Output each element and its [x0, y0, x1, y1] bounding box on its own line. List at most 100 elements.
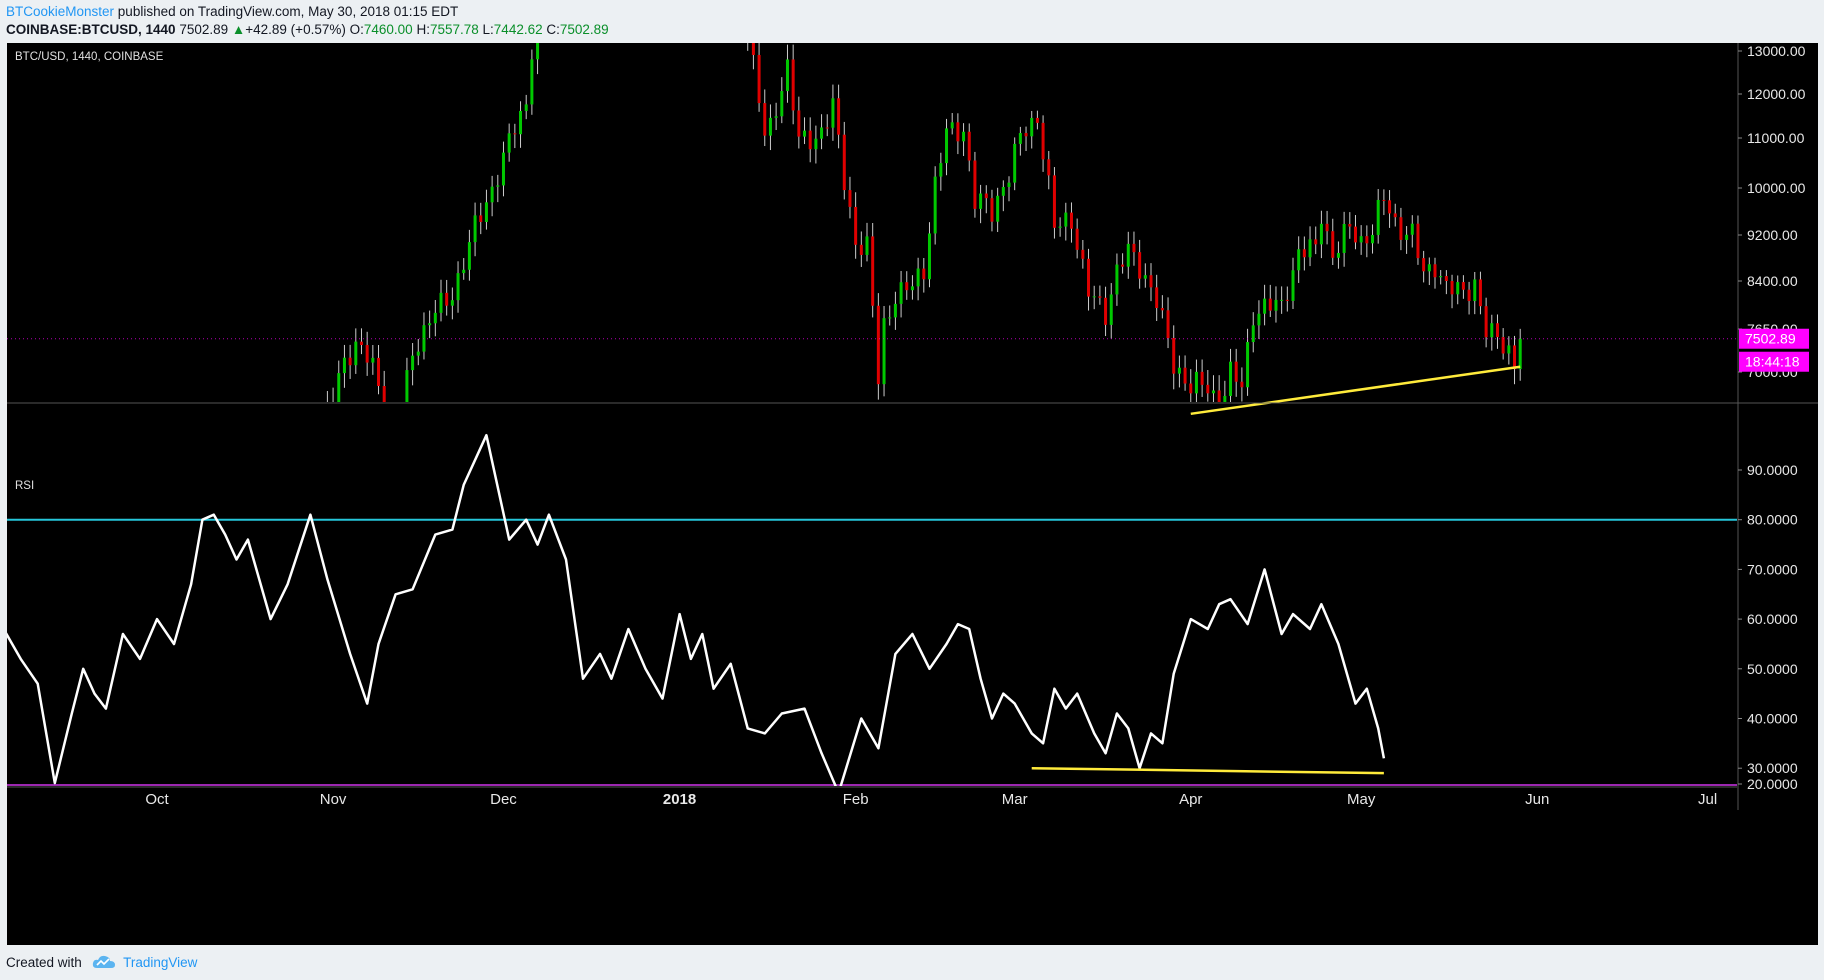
- time-tick-label: Nov: [320, 791, 347, 808]
- candle-body: [348, 357, 352, 366]
- chart-svg[interactable]: 13000.00 12000.00 11000.00 10000.00 9200.00 8…: [7, 43, 1818, 945]
- candle-body: [490, 186, 494, 203]
- candle-body: [984, 193, 988, 199]
- candle-body: [956, 122, 960, 142]
- candle-body: [1007, 182, 1011, 188]
- candle-body: [945, 128, 949, 164]
- candle-body: [791, 59, 795, 111]
- price-tick-label: 10000.00: [1747, 180, 1806, 196]
- candle-body: [882, 318, 886, 385]
- candle-body: [1450, 281, 1454, 295]
- candle-body: [1501, 337, 1505, 354]
- candle-body: [359, 341, 363, 346]
- candle-body: [1456, 282, 1460, 295]
- candle-body: [1484, 306, 1488, 338]
- candle-body: [996, 195, 1000, 222]
- countdown-label-box: [1739, 351, 1809, 372]
- tradingview-cloud-icon: [92, 956, 115, 969]
- candle-body: [1416, 223, 1420, 259]
- candle-body: [1155, 287, 1159, 309]
- time-tick-label: Dec: [490, 791, 517, 808]
- price-pane[interactable]: [7, 43, 1737, 652]
- candle-body: [1018, 133, 1022, 144]
- candle-body: [1331, 231, 1335, 258]
- candle-body: [1217, 390, 1221, 402]
- candle-body: [1143, 275, 1147, 279]
- rsi-divergence-trendline[interactable]: [1031, 766, 1384, 775]
- candle-body: [1348, 223, 1352, 227]
- candle-body: [1160, 308, 1164, 311]
- rsi-pane[interactable]: [7, 433, 1737, 793]
- price-tick-label: 13000.00: [1747, 43, 1806, 59]
- chart-area[interactable]: 13000.00 12000.00 11000.00 10000.00 9200.00 8…: [7, 43, 1818, 945]
- candle-body: [1246, 342, 1250, 388]
- candle-body: [780, 91, 784, 117]
- candle-body: [1200, 371, 1204, 385]
- time-tick-label: Oct: [145, 791, 169, 808]
- open-value: 7460.00: [363, 22, 413, 37]
- rsi-line[interactable]: [7, 433, 1386, 793]
- candle-body: [1081, 249, 1085, 259]
- candle-body: [519, 110, 523, 135]
- candle-body: [433, 312, 437, 324]
- time-tick-label: Apr: [1179, 791, 1202, 808]
- candle-body: [814, 138, 818, 150]
- candle-body: [1285, 299, 1289, 301]
- rsi-tick-label: 70.0000: [1747, 561, 1798, 577]
- low-label: L:: [482, 22, 494, 37]
- rsi-tick-label: 30.0000: [1747, 760, 1798, 776]
- candle-body: [1104, 297, 1108, 325]
- candle-body: [1263, 298, 1267, 314]
- candle-body: [1467, 289, 1471, 302]
- candle-body: [479, 215, 483, 222]
- candle-body: [820, 127, 824, 139]
- candle-body: [916, 268, 920, 287]
- candle-body: [513, 133, 517, 135]
- candle-body: [342, 357, 346, 374]
- candle-body: [530, 59, 534, 105]
- candle-body: [371, 357, 375, 363]
- price-tick-label: 9200.00: [1747, 227, 1798, 243]
- candle-body: [1495, 323, 1499, 338]
- candle-body: [1376, 199, 1380, 235]
- candle-body: [899, 282, 903, 304]
- candle-body: [1365, 236, 1369, 244]
- candle-body: [445, 292, 449, 306]
- candle-body: [1229, 361, 1233, 396]
- candle-body: [1353, 226, 1357, 243]
- close-value: 7502.89: [559, 22, 609, 37]
- tradingview-link[interactable]: TradingView: [123, 955, 198, 970]
- author-link[interactable]: BTCookieMonster: [6, 4, 115, 19]
- candle-body: [1274, 299, 1278, 311]
- candle-body: [1223, 395, 1227, 402]
- candle-body: [927, 233, 931, 280]
- candle-body: [1206, 384, 1210, 394]
- candle-body: [1001, 187, 1005, 196]
- chart-background: [7, 43, 1818, 945]
- candle-body: [1041, 122, 1045, 160]
- candle-body: [501, 152, 505, 186]
- candle-body: [854, 206, 858, 245]
- candle-body: [1439, 276, 1443, 278]
- candle-body: [1399, 217, 1403, 240]
- candle-body: [1189, 383, 1193, 394]
- open-label: O:: [349, 22, 364, 37]
- axes: 13000.00 12000.00 11000.00 10000.00 9200.00 8…: [7, 43, 1818, 810]
- candle-body: [1092, 296, 1096, 298]
- candle-body: [922, 268, 926, 280]
- candle-body: [808, 130, 812, 150]
- price-support-trendline[interactable]: [1190, 365, 1521, 416]
- candle-body: [910, 286, 914, 291]
- symbol-label: COINBASE:BTCUSD, 1440: [6, 22, 176, 37]
- candle-body: [933, 176, 937, 234]
- candle-body: [473, 215, 477, 243]
- candle-body: [1251, 325, 1255, 343]
- candle-body: [950, 122, 954, 129]
- candle-body: [1132, 243, 1136, 253]
- candle-body: [768, 117, 772, 136]
- candle-body: [939, 163, 943, 177]
- price-label-text: 7502.89: [1745, 331, 1796, 347]
- candle-body: [524, 104, 528, 111]
- candle-body: [842, 134, 846, 191]
- candle-body: [1126, 243, 1130, 267]
